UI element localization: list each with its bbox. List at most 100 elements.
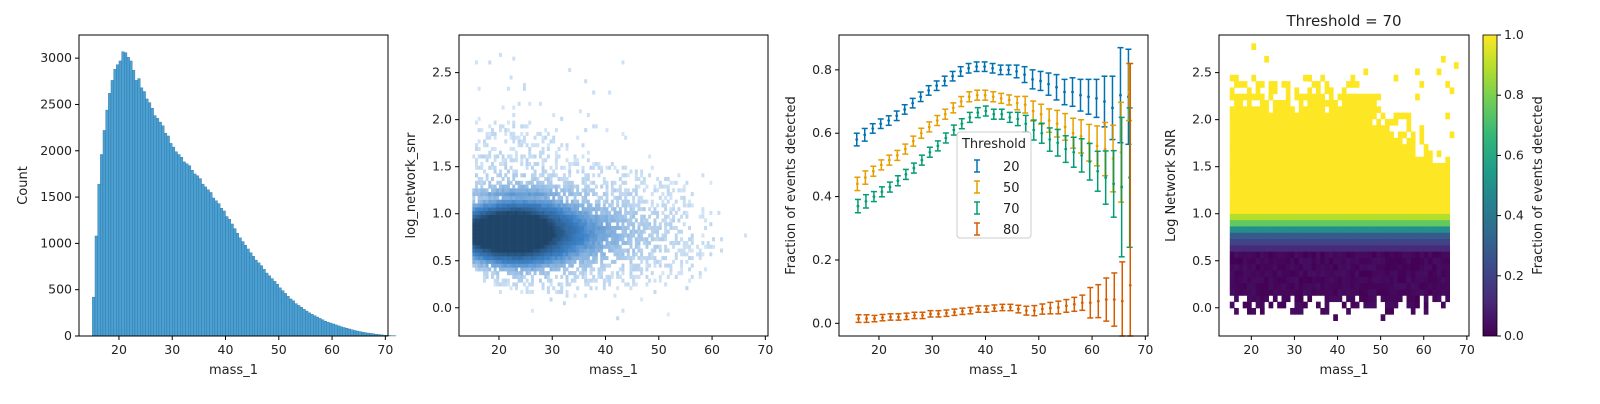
density-cell [512, 230, 515, 234]
heatmap-cell [1243, 138, 1248, 145]
heatmap-cell [1307, 258, 1312, 265]
density-cell [518, 226, 521, 230]
heatmap-cell [1260, 295, 1265, 302]
density-cell [478, 166, 481, 170]
heatmap-cell [1234, 264, 1239, 271]
density-cell [600, 166, 603, 170]
heatmap-cell [1243, 195, 1248, 202]
errorbar-point-50 [1032, 110, 1035, 113]
errorbar-point-20 [1063, 91, 1066, 94]
density-cell [520, 158, 523, 162]
heatmap-cell [1424, 295, 1429, 302]
heatmap-cell [1277, 132, 1282, 139]
heatmap-cell [1312, 106, 1317, 113]
heatmap-cell [1424, 157, 1429, 164]
heatmap-cell [1415, 68, 1420, 75]
density-cell [520, 249, 523, 253]
density-cell [576, 215, 579, 219]
density-cell [480, 252, 483, 256]
density-cell [584, 282, 587, 286]
heatmap-cell [1247, 276, 1252, 283]
density-cell [571, 192, 574, 196]
density-cell [555, 203, 558, 207]
density-cell [576, 233, 579, 237]
density-cell [520, 181, 523, 185]
density-cell [486, 173, 489, 177]
density-cell [656, 203, 659, 207]
density-cell [592, 222, 595, 226]
density-cell [624, 256, 627, 260]
heatmap-cell [1282, 188, 1287, 195]
density-cell [552, 237, 555, 241]
density-cell [566, 290, 569, 294]
density-cell [552, 139, 555, 143]
density-cell [536, 188, 539, 192]
heatmap-cell [1286, 245, 1291, 252]
density-cell [526, 264, 529, 268]
density-cell [574, 294, 577, 298]
heatmap-cell [1251, 276, 1256, 283]
heatmap-cell [1312, 195, 1317, 202]
heatmap-title: Threshold = 70 [1285, 12, 1401, 30]
heatmap-cell [1312, 220, 1317, 227]
density-cell [507, 279, 510, 283]
histogram-bar [204, 187, 207, 336]
heatmap-cell [1355, 125, 1360, 132]
density-cell [483, 256, 486, 260]
histogram-bar [111, 80, 114, 336]
heatmap-cell [1363, 182, 1368, 189]
errorbar-point-50 [1056, 122, 1059, 125]
heatmap-cell [1238, 125, 1243, 132]
heatmap-cell [1286, 182, 1291, 189]
heatmap-cell [1389, 213, 1394, 220]
heatmap-cell [1251, 43, 1256, 50]
histogram-bar [297, 305, 300, 336]
density-cell [542, 211, 545, 215]
heatmap-cell [1385, 213, 1390, 220]
density-cell [619, 185, 622, 189]
histogram-bar [356, 331, 359, 336]
heatmap-cell [1342, 100, 1347, 107]
density-cell [512, 222, 515, 226]
errorbar-point-50 [1096, 144, 1099, 147]
heatmap-cell [1385, 144, 1390, 151]
heatmap-cell [1243, 276, 1248, 283]
density-cell [606, 128, 609, 132]
density-cell [563, 237, 566, 241]
density-cell [539, 207, 542, 211]
density-cell [683, 196, 686, 200]
heatmap-cell [1290, 150, 1295, 157]
density-cell [709, 211, 712, 215]
heatmap-cell [1415, 213, 1420, 220]
density-cell [571, 260, 574, 264]
heatmap-cell [1376, 258, 1381, 265]
heatmap-cell [1247, 226, 1252, 233]
heatmap-cell [1428, 150, 1433, 157]
heatmap-cell [1307, 138, 1312, 145]
density-cell [526, 290, 529, 294]
density-cell [635, 177, 638, 181]
errorbar-point-20 [1087, 95, 1090, 98]
density-cell [526, 215, 529, 219]
histogram-bar [116, 65, 119, 336]
density-cell [544, 252, 547, 256]
heatmap-cell [1320, 138, 1325, 145]
heatmap-cell [1303, 157, 1308, 164]
density-cell [472, 192, 475, 196]
heatmap-cell [1286, 169, 1291, 176]
heatmap-cell [1247, 132, 1252, 139]
heatmap-cell [1316, 81, 1321, 88]
heatmap-cell [1381, 182, 1386, 189]
density-cell [539, 252, 542, 256]
heatmap-cell [1277, 226, 1282, 233]
density-cell [523, 154, 526, 158]
errorbar-point-80 [1065, 305, 1068, 308]
density-cell [523, 249, 526, 253]
density-cell [499, 53, 502, 57]
density-cell [653, 207, 656, 211]
density-cell [704, 245, 707, 249]
density-cell [558, 200, 561, 204]
density-cell [584, 245, 587, 249]
heatmap-cell [1389, 201, 1394, 208]
density-y-axis-label: log_network_snr [404, 132, 419, 239]
